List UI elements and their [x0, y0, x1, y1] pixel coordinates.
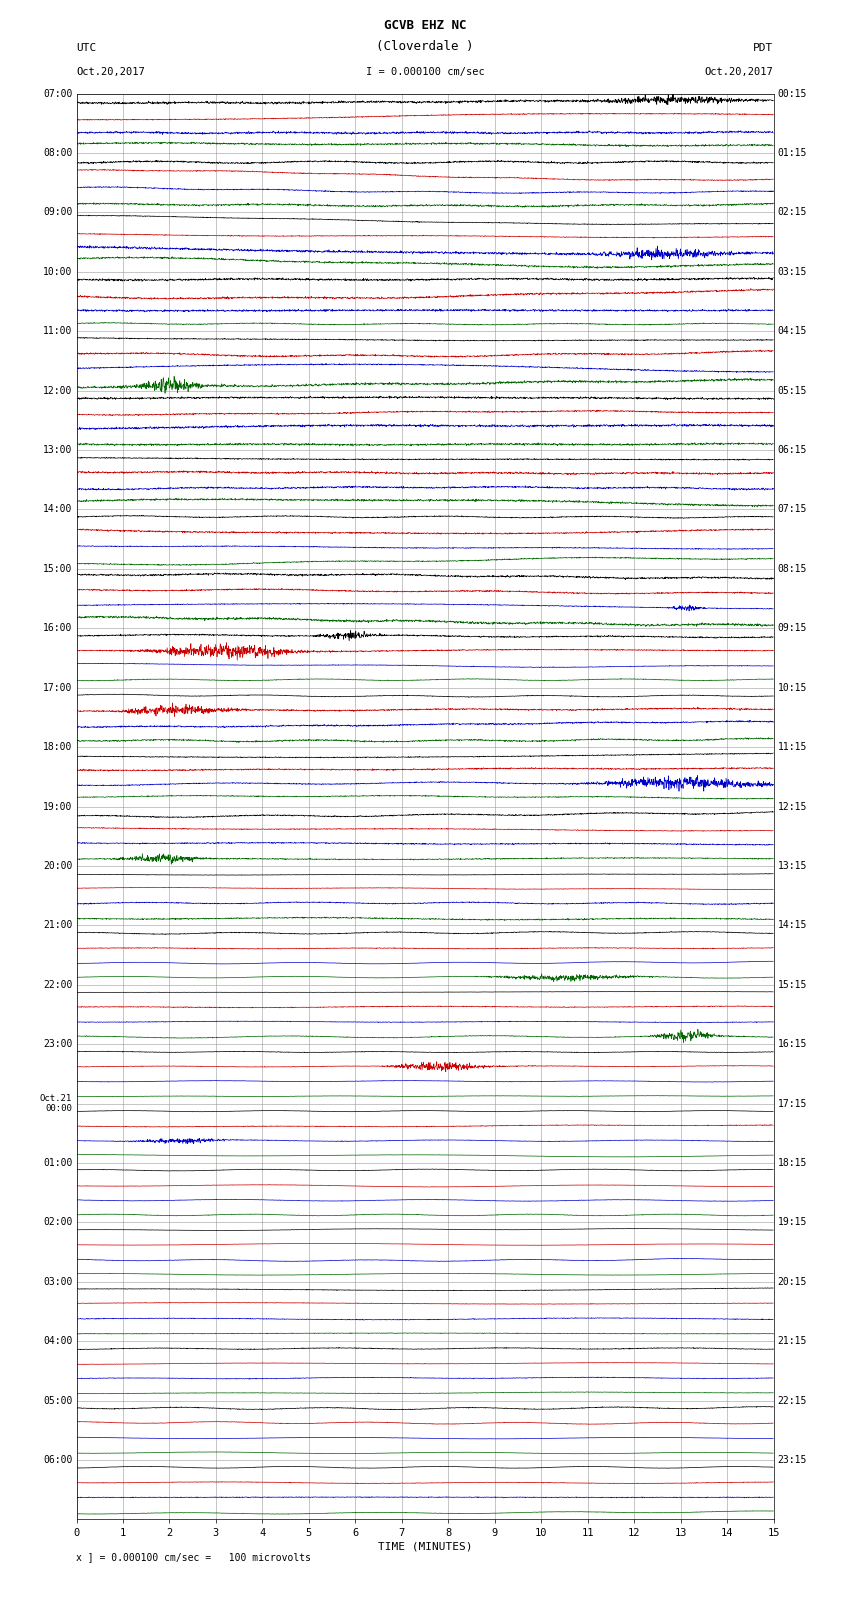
Text: 10:00: 10:00: [42, 266, 72, 277]
Text: I = 0.000100 cm/sec: I = 0.000100 cm/sec: [366, 68, 484, 77]
Text: 09:15: 09:15: [778, 623, 807, 634]
Text: 18:00: 18:00: [42, 742, 72, 752]
Text: 13:00: 13:00: [42, 445, 72, 455]
Text: (Cloverdale ): (Cloverdale ): [377, 40, 473, 53]
Text: 17:15: 17:15: [778, 1098, 807, 1108]
Text: 16:00: 16:00: [42, 623, 72, 634]
Text: 03:00: 03:00: [42, 1277, 72, 1287]
Text: Oct.20,2017: Oct.20,2017: [705, 68, 774, 77]
Text: 15:00: 15:00: [42, 565, 72, 574]
Text: 06:15: 06:15: [778, 445, 807, 455]
Text: 05:15: 05:15: [778, 386, 807, 395]
Text: 18:15: 18:15: [778, 1158, 807, 1168]
Text: 04:15: 04:15: [778, 326, 807, 336]
Text: 23:15: 23:15: [778, 1455, 807, 1465]
Text: PDT: PDT: [753, 44, 774, 53]
Text: 12:15: 12:15: [778, 802, 807, 811]
Text: 11:00: 11:00: [42, 326, 72, 336]
Text: 05:00: 05:00: [42, 1395, 72, 1405]
Text: UTC: UTC: [76, 44, 97, 53]
Text: 00:15: 00:15: [778, 89, 807, 98]
Text: 03:15: 03:15: [778, 266, 807, 277]
Text: 06:00: 06:00: [42, 1455, 72, 1465]
Text: 07:15: 07:15: [778, 505, 807, 515]
Text: 10:15: 10:15: [778, 682, 807, 692]
Text: 23:00: 23:00: [42, 1039, 72, 1048]
Text: 12:00: 12:00: [42, 386, 72, 395]
Text: 20:00: 20:00: [42, 861, 72, 871]
Text: 17:00: 17:00: [42, 682, 72, 692]
Text: 08:00: 08:00: [42, 148, 72, 158]
Text: 16:15: 16:15: [778, 1039, 807, 1048]
X-axis label: TIME (MINUTES): TIME (MINUTES): [377, 1542, 473, 1552]
Text: 01:15: 01:15: [778, 148, 807, 158]
Text: 22:15: 22:15: [778, 1395, 807, 1405]
Text: 02:00: 02:00: [42, 1218, 72, 1227]
Text: 07:00: 07:00: [42, 89, 72, 98]
Text: x ] = 0.000100 cm/sec =   100 microvolts: x ] = 0.000100 cm/sec = 100 microvolts: [76, 1552, 311, 1561]
Text: Oct.20,2017: Oct.20,2017: [76, 68, 145, 77]
Text: 19:15: 19:15: [778, 1218, 807, 1227]
Text: 22:00: 22:00: [42, 979, 72, 990]
Text: 04:00: 04:00: [42, 1336, 72, 1347]
Text: 02:15: 02:15: [778, 208, 807, 218]
Text: 21:00: 21:00: [42, 921, 72, 931]
Text: 01:00: 01:00: [42, 1158, 72, 1168]
Text: 15:15: 15:15: [778, 979, 807, 990]
Text: 20:15: 20:15: [778, 1277, 807, 1287]
Text: 21:15: 21:15: [778, 1336, 807, 1347]
Text: Oct.21
00:00: Oct.21 00:00: [40, 1094, 72, 1113]
Text: 11:15: 11:15: [778, 742, 807, 752]
Text: 13:15: 13:15: [778, 861, 807, 871]
Text: 14:00: 14:00: [42, 505, 72, 515]
Text: 19:00: 19:00: [42, 802, 72, 811]
Text: 09:00: 09:00: [42, 208, 72, 218]
Text: 14:15: 14:15: [778, 921, 807, 931]
Text: GCVB EHZ NC: GCVB EHZ NC: [383, 19, 467, 32]
Text: 08:15: 08:15: [778, 565, 807, 574]
